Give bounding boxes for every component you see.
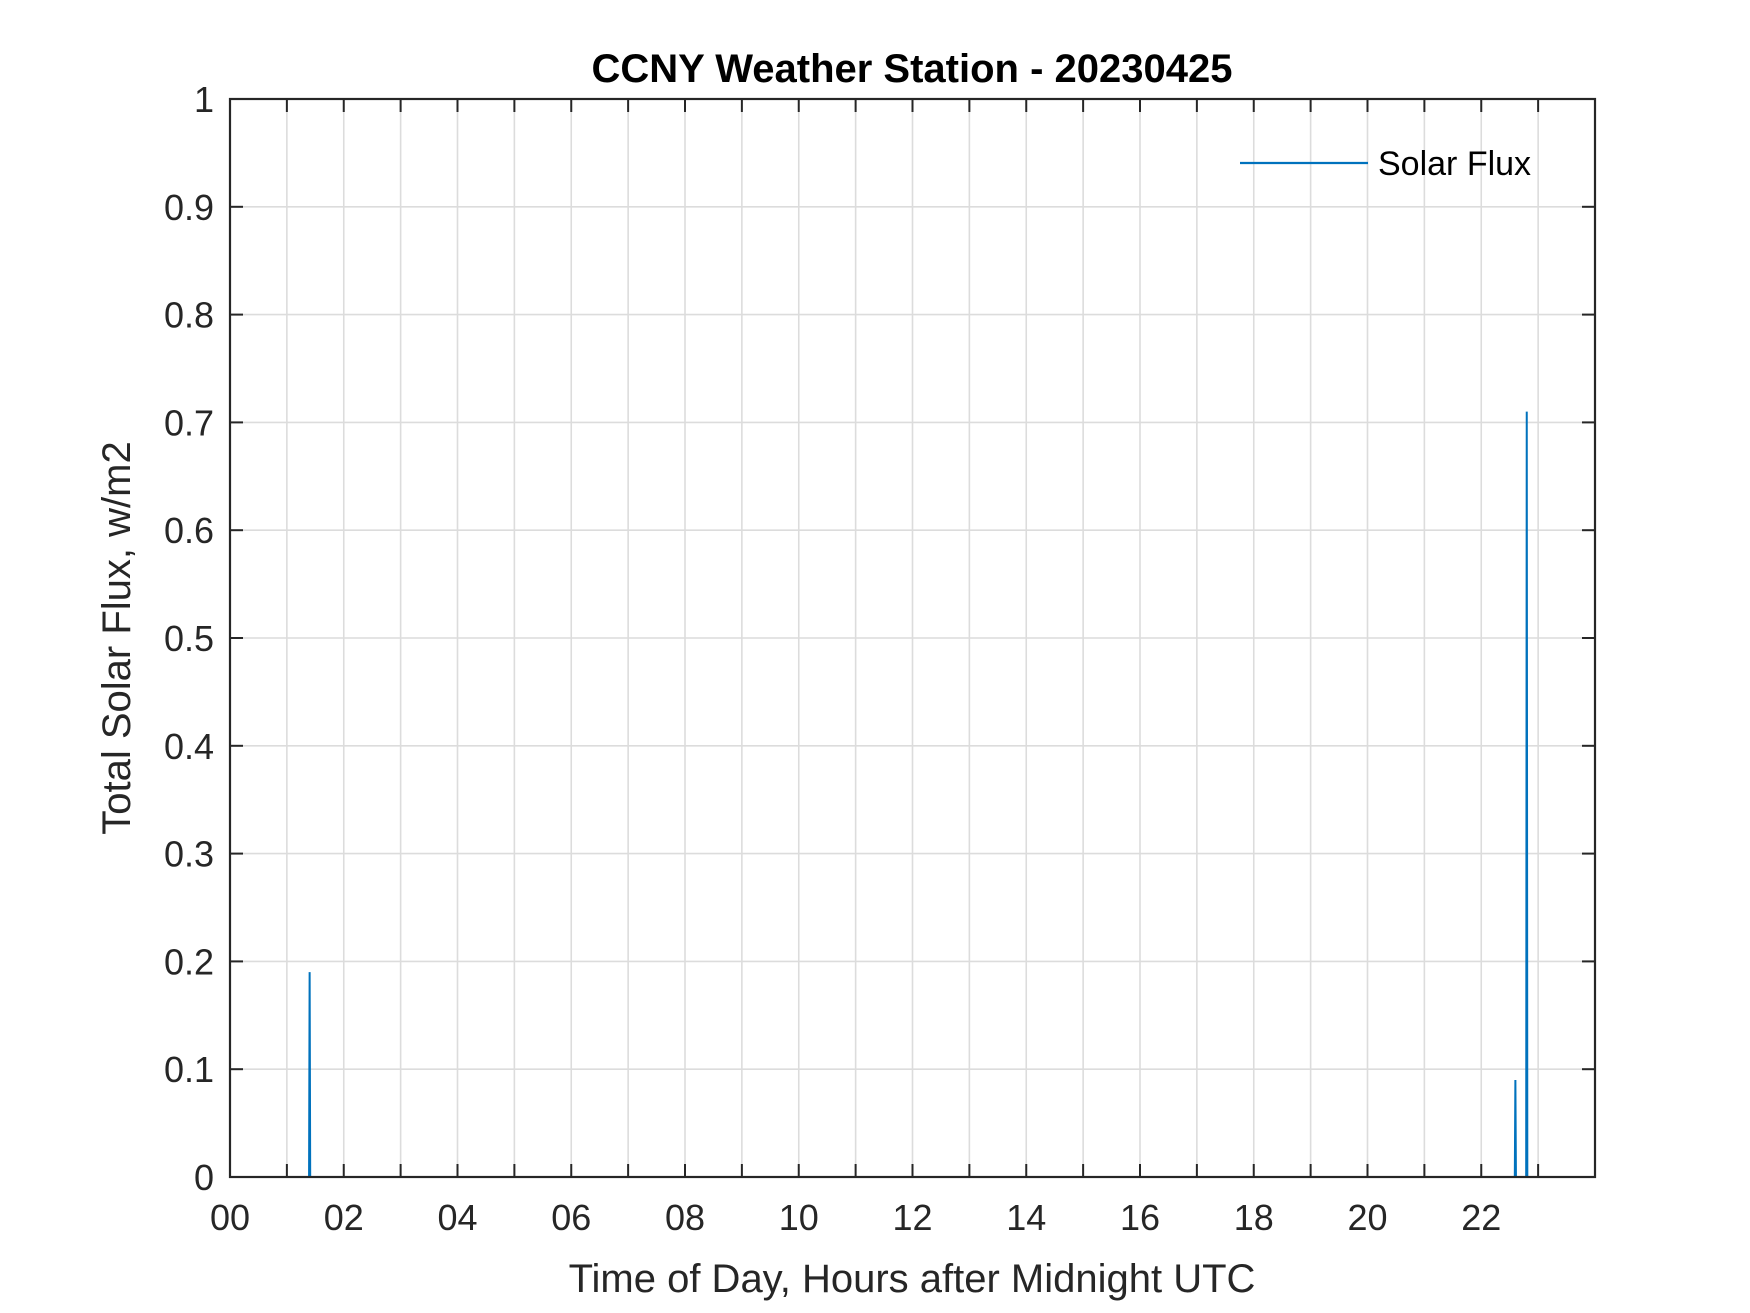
x-tick-labels: 00 02 04 06 08 10 12 14 16 18 20 22	[210, 1197, 1501, 1238]
x-tick-label: 08	[665, 1197, 705, 1238]
series-line-solar-flux	[230, 411, 1595, 1178]
y-axis-label: Total Solar Flux, w/m2	[95, 441, 139, 834]
x-tick-label: 12	[892, 1197, 932, 1238]
axis-ticks	[229, 98, 1596, 1178]
x-tick-label: 22	[1461, 1197, 1501, 1238]
x-tick-label: 02	[324, 1197, 364, 1238]
x-tick-label: 14	[1006, 1197, 1046, 1238]
x-tick-label: 20	[1347, 1197, 1387, 1238]
x-tick-label: 04	[437, 1197, 477, 1238]
y-tick-label: 0.8	[164, 295, 214, 336]
legend-label-solar-flux: Solar Flux	[1378, 145, 1531, 183]
y-tick-label: 0.2	[164, 941, 214, 982]
y-tick-label: 0.6	[164, 510, 214, 551]
x-axis-label: Time of Day, Hours after Midnight UTC	[569, 1257, 1256, 1301]
y-tick-label: 0.3	[164, 834, 214, 875]
chart-title: CCNY Weather Station - 20230425	[592, 47, 1233, 91]
y-tick-labels: 0 0.1 0.2 0.3 0.4 0.5 0.6 0.7 0.8 0.9 1	[164, 79, 214, 1198]
y-tick-label: 1	[194, 79, 214, 120]
y-tick-label: 0.5	[164, 618, 214, 659]
y-tick-label: 0.4	[164, 726, 214, 767]
series-group	[230, 411, 1595, 1178]
x-tick-label: 06	[551, 1197, 591, 1238]
y-tick-label: 0.1	[164, 1049, 214, 1090]
grid-lines	[230, 99, 1595, 1177]
x-tick-label: 16	[1120, 1197, 1160, 1238]
y-tick-label: 0.9	[164, 187, 214, 228]
y-tick-label: 0.7	[164, 402, 214, 443]
x-tick-label: 10	[779, 1197, 819, 1238]
y-tick-label: 0	[194, 1157, 214, 1198]
x-tick-label: 18	[1234, 1197, 1274, 1238]
legend: Solar Flux	[1240, 145, 1531, 183]
x-tick-label: 00	[210, 1197, 250, 1238]
